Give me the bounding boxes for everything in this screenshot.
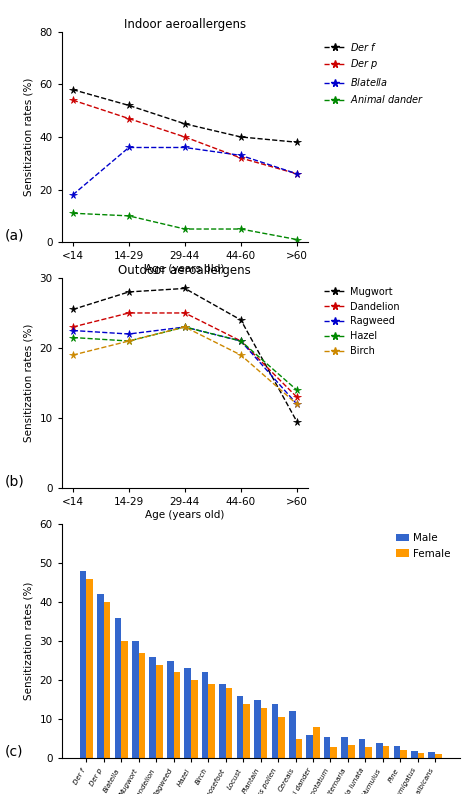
X-axis label: Age (years old): Age (years old) bbox=[145, 510, 225, 520]
Text: (b): (b) bbox=[5, 474, 25, 488]
Bar bbox=[219, 684, 226, 758]
Bar bbox=[184, 669, 191, 758]
Bar bbox=[261, 707, 267, 758]
Bar bbox=[149, 657, 156, 758]
Bar bbox=[104, 602, 110, 758]
Bar bbox=[173, 673, 180, 758]
Bar bbox=[237, 696, 243, 758]
X-axis label: Age (years old): Age (years old) bbox=[145, 264, 225, 274]
Bar bbox=[167, 661, 173, 758]
Legend: Mugwort, Dandelion, Ragweed, Hazel, Birch: Mugwort, Dandelion, Ragweed, Hazel, Birc… bbox=[320, 283, 403, 360]
Bar bbox=[428, 753, 435, 758]
Title: Indoor aeroallergens: Indoor aeroallergens bbox=[124, 17, 246, 31]
Bar bbox=[115, 618, 121, 758]
Bar bbox=[209, 684, 215, 758]
Bar bbox=[132, 642, 139, 758]
Bar bbox=[254, 700, 261, 758]
Bar bbox=[80, 571, 86, 758]
Bar bbox=[289, 711, 296, 758]
Bar bbox=[359, 738, 365, 758]
Legend: Male, Female: Male, Female bbox=[392, 530, 455, 563]
Bar bbox=[139, 653, 145, 758]
Bar bbox=[365, 746, 372, 758]
Bar bbox=[400, 750, 407, 758]
Bar bbox=[324, 737, 330, 758]
Y-axis label: Sensitization rates (%): Sensitization rates (%) bbox=[24, 582, 34, 700]
Bar bbox=[348, 745, 355, 758]
Bar bbox=[296, 738, 302, 758]
Title: Outdoor aeroallergens: Outdoor aeroallergens bbox=[118, 264, 251, 277]
Bar bbox=[272, 703, 278, 758]
Bar bbox=[330, 746, 337, 758]
Bar bbox=[306, 735, 313, 758]
Bar bbox=[86, 579, 93, 758]
Bar bbox=[243, 703, 250, 758]
Bar bbox=[191, 680, 198, 758]
Text: (a): (a) bbox=[5, 228, 24, 242]
Bar bbox=[376, 742, 383, 758]
Bar bbox=[418, 754, 424, 758]
Y-axis label: Sensitization rates (%): Sensitization rates (%) bbox=[24, 324, 34, 442]
Bar bbox=[313, 727, 319, 758]
Y-axis label: Sensitization rates (%): Sensitization rates (%) bbox=[24, 78, 34, 196]
Bar bbox=[383, 746, 389, 758]
Bar bbox=[156, 665, 163, 758]
Bar bbox=[435, 754, 442, 758]
Bar bbox=[97, 594, 104, 758]
Bar bbox=[121, 642, 128, 758]
Bar bbox=[341, 737, 348, 758]
Bar bbox=[411, 751, 418, 758]
Text: (c): (c) bbox=[5, 744, 23, 758]
Bar bbox=[226, 688, 232, 758]
Legend: $\it{Der\ f}$, $\it{Der\ p}$, $\it{Blatella}$, $\it{Animal\ dander}$: $\it{Der\ f}$, $\it{Der\ p}$, $\it{Blate… bbox=[320, 37, 428, 109]
Bar bbox=[202, 673, 209, 758]
Bar bbox=[278, 717, 285, 758]
Bar bbox=[393, 746, 400, 758]
